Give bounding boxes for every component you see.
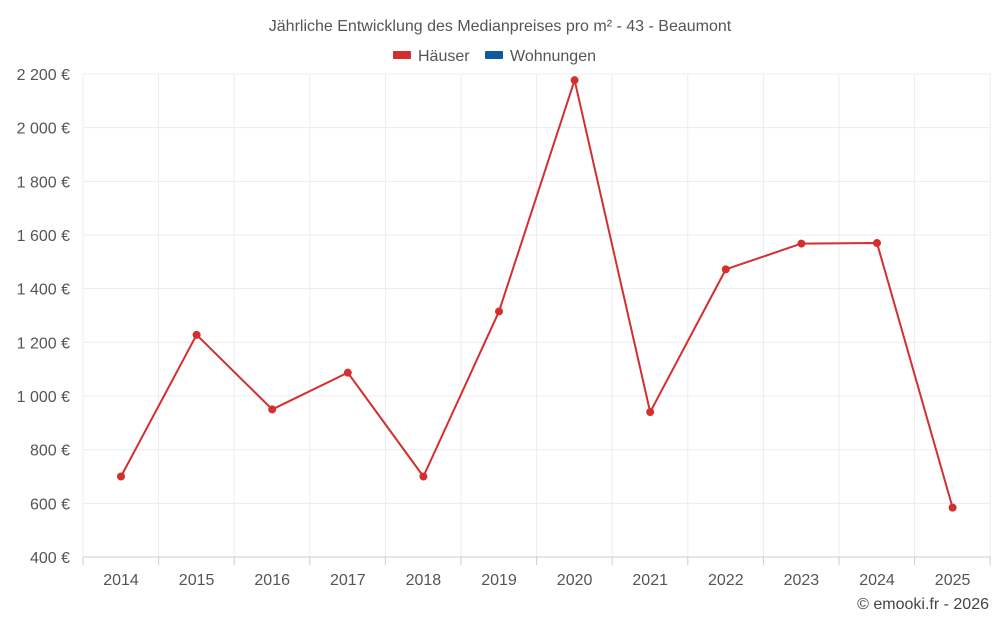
y-tick-label: 1 200 € <box>17 335 70 352</box>
data-point <box>570 76 579 85</box>
x-tick-label: 2018 <box>406 572 442 589</box>
legend-swatch-haeuser <box>393 51 411 59</box>
x-tick-label: 2024 <box>859 572 895 589</box>
x-tick-label: 2014 <box>103 572 139 589</box>
series-layer <box>117 76 957 512</box>
x-tick-label: 2016 <box>254 572 290 589</box>
axes <box>82 556 991 565</box>
data-point <box>646 408 655 417</box>
x-tick-label: 2022 <box>708 572 744 589</box>
series-line-0 <box>120 79 954 509</box>
legend-item-wohnungen[interactable]: Wohnungen <box>485 48 596 65</box>
data-point <box>721 265 730 274</box>
x-tick-label: 2021 <box>632 572 668 589</box>
data-point <box>873 239 881 248</box>
x-tick-label: 2023 <box>784 572 820 589</box>
y-axis-tick-labels: 400 € 600 € 800 € 1 000 € 1 200 € 1 400 € 1 60… <box>17 67 70 567</box>
x-tick-label: 2015 <box>179 572 215 589</box>
y-tick-label: 1 800 € <box>17 174 70 191</box>
y-tick-label: 1 000 € <box>17 389 70 406</box>
y-tick-label: 2 000 € <box>17 121 70 138</box>
y-tick-label: 2 200 € <box>17 67 70 84</box>
y-tick-label: 1 400 € <box>17 282 70 299</box>
legend-label-haeuser: Häuser <box>418 48 470 65</box>
data-point <box>343 368 352 377</box>
y-tick-label: 800 € <box>30 443 70 460</box>
legend: Häuser Wohnungen <box>393 48 596 65</box>
legend-item-haeuser[interactable]: Häuser <box>393 48 470 65</box>
data-point <box>268 405 277 414</box>
x-axis-tick-labels: 2014 2015 2016 2017 2018 2019 2020 2021 2022 2023… <box>103 572 970 589</box>
legend-label-wohnungen: Wohnungen <box>510 48 596 65</box>
data-point <box>117 472 125 481</box>
legend-swatch-wohnungen <box>485 51 503 59</box>
data-point <box>419 472 428 481</box>
grid <box>82 73 991 557</box>
y-tick-label: 600 € <box>30 496 70 513</box>
x-tick-label: 2025 <box>935 572 971 589</box>
x-tick-label: 2017 <box>330 572 366 589</box>
data-point <box>797 239 806 248</box>
data-point <box>495 307 503 316</box>
data-point <box>192 330 201 339</box>
data-point <box>948 503 957 512</box>
x-tick-label: 2020 <box>557 572 593 589</box>
credit-text: © emooki.fr - 2026 <box>857 596 989 613</box>
chart-title: Jährliche Entwicklung des Medianpreises … <box>269 18 732 35</box>
x-tick-label: 2019 <box>481 572 517 589</box>
y-tick-label: 400 € <box>30 550 70 567</box>
y-tick-label: 1 600 € <box>17 228 70 245</box>
